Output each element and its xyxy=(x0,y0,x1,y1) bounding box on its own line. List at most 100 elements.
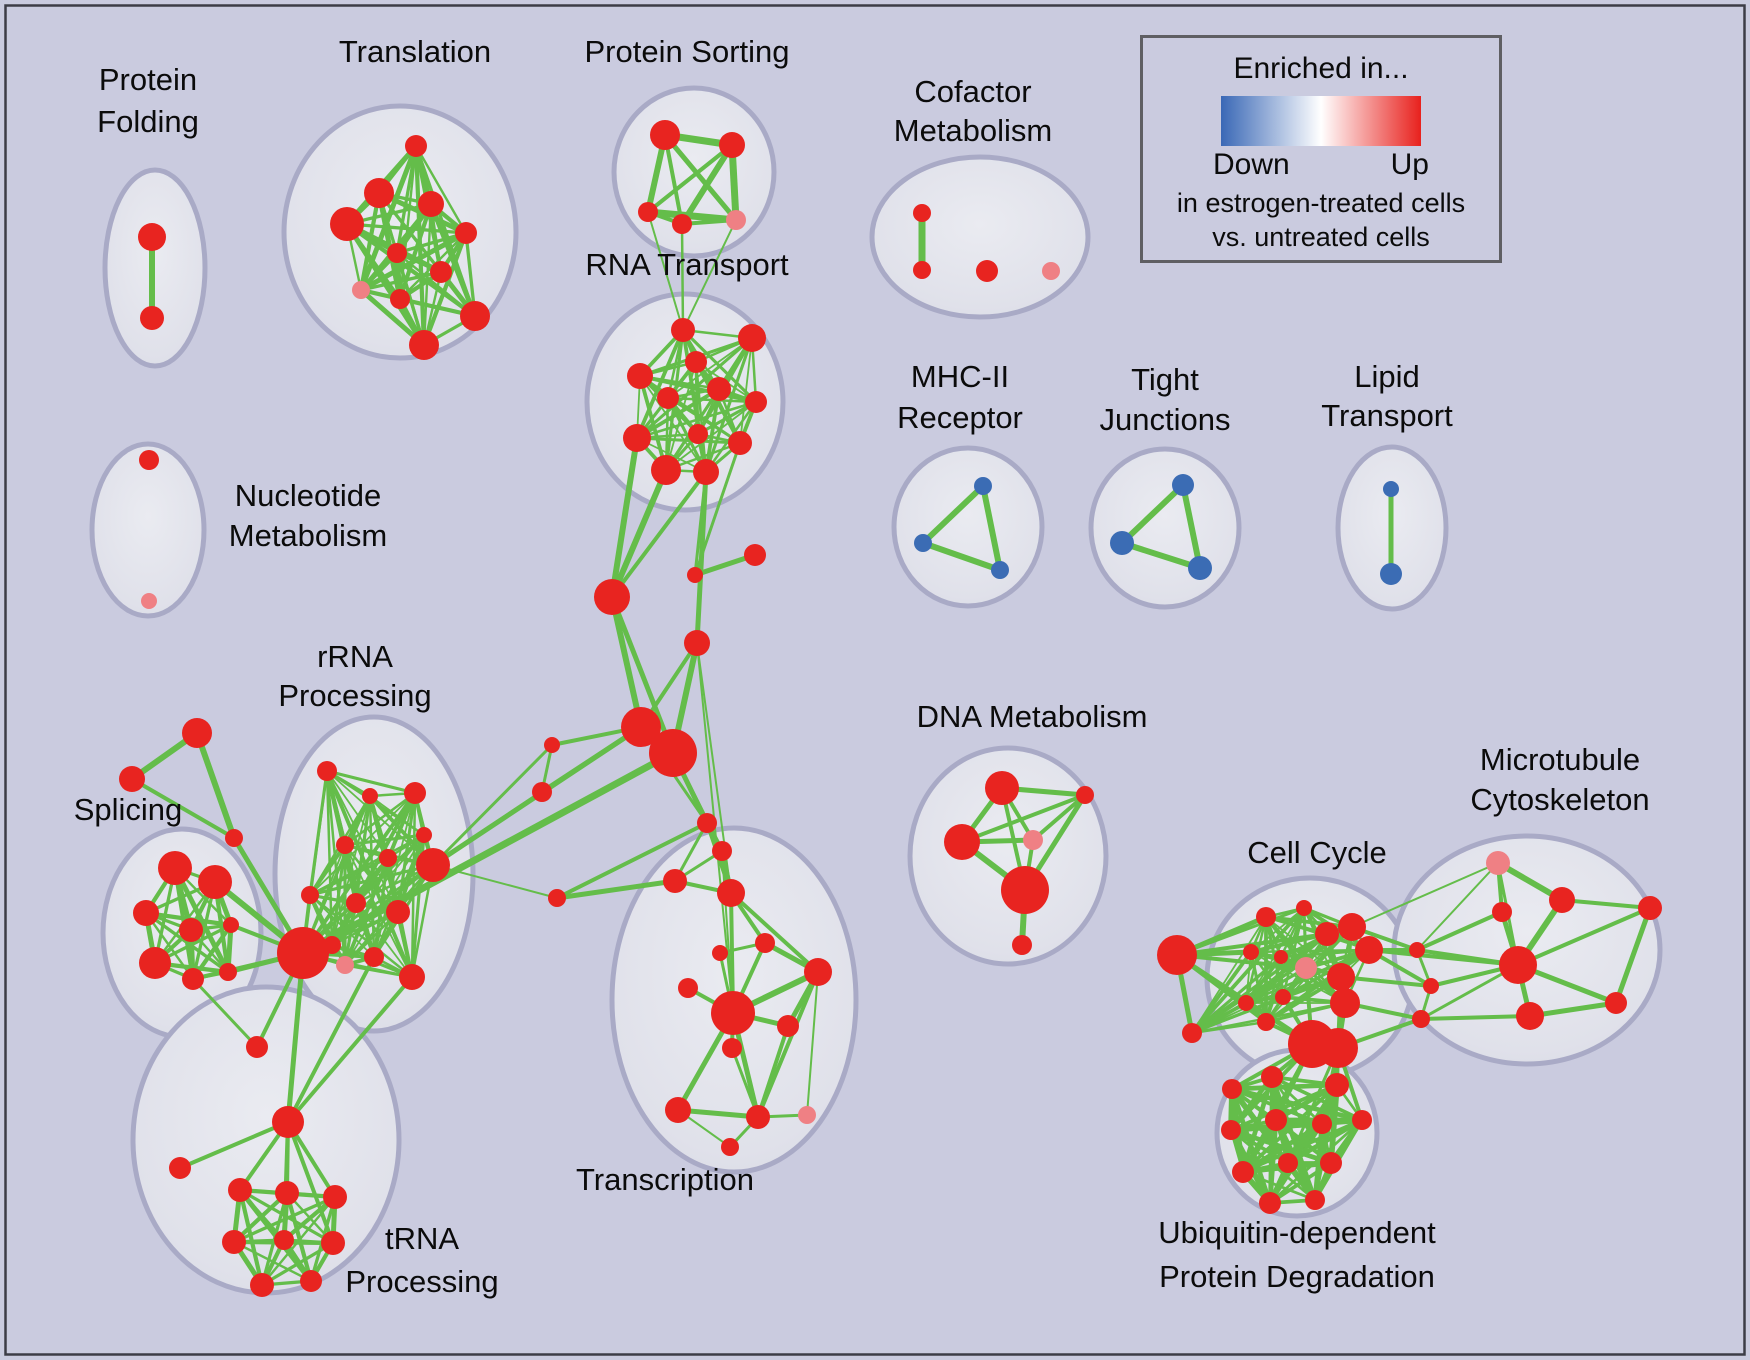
network-node xyxy=(1423,978,1439,994)
network-edge xyxy=(1419,1014,1532,1021)
network-node xyxy=(364,178,394,208)
network-node xyxy=(726,210,746,230)
network-node xyxy=(336,956,354,974)
cluster-label-lipid-transport: Transport xyxy=(1321,398,1453,433)
network-node xyxy=(330,207,364,241)
network-edge xyxy=(299,749,677,957)
legend-title: Enriched in... xyxy=(1233,52,1409,85)
network-edge xyxy=(1119,482,1186,546)
network-node xyxy=(416,848,450,882)
network-edge xyxy=(1175,906,1306,957)
network-edge xyxy=(646,143,734,214)
network-edge xyxy=(1241,1118,1364,1174)
network-node xyxy=(1275,989,1291,1005)
network-node xyxy=(362,788,378,804)
network-edge xyxy=(960,793,1087,844)
network-node xyxy=(430,261,452,283)
network-edge xyxy=(635,400,758,440)
network-edge xyxy=(610,470,708,599)
cluster-label-protein-folding: Folding xyxy=(97,104,199,139)
network-node xyxy=(1492,902,1512,922)
network-node xyxy=(119,766,145,792)
network-node xyxy=(139,947,171,979)
network-node xyxy=(390,289,410,309)
network-edge xyxy=(308,833,426,897)
network-node xyxy=(139,450,159,470)
network-edge xyxy=(756,1024,790,1119)
network-node xyxy=(665,1097,691,1123)
network-node xyxy=(717,879,745,907)
network-edge xyxy=(237,1187,265,1288)
network-node xyxy=(323,936,341,954)
network-edge xyxy=(1560,898,1652,910)
network-node xyxy=(1182,1023,1202,1043)
network-edge xyxy=(284,1190,314,1284)
network-edge xyxy=(635,328,685,440)
network-node xyxy=(707,377,731,401)
network-edge xyxy=(693,470,708,577)
network-node xyxy=(246,1036,268,1058)
network-edge xyxy=(609,594,644,730)
network-edge xyxy=(395,251,477,318)
legend-caption-line2: vs. untreated cells xyxy=(1212,222,1430,252)
network-edge xyxy=(920,483,986,546)
network-node xyxy=(321,1231,345,1255)
network-node xyxy=(697,813,717,833)
network-edge xyxy=(554,878,678,901)
network-edge xyxy=(1267,1117,1279,1206)
cluster-label-dna-metabolism: DNA Metabolism xyxy=(917,699,1148,734)
network-edge xyxy=(1190,995,1285,1035)
cluster-label-splicing: Splicing xyxy=(74,792,183,827)
network-node xyxy=(138,223,166,251)
network-edge xyxy=(1286,1046,1340,1165)
network-node xyxy=(719,132,745,158)
cluster-label-trna-processing: tRNA xyxy=(385,1221,459,1256)
network-edge xyxy=(647,211,684,331)
legend-caption-line1: in estrogen-treated cells xyxy=(1176,188,1466,218)
network-node xyxy=(405,135,427,157)
network-node xyxy=(222,1230,246,1254)
network-edge xyxy=(1119,540,1203,571)
network-edge xyxy=(1264,955,1283,1024)
network-edge xyxy=(431,790,544,867)
network-edge xyxy=(635,436,742,445)
network-node xyxy=(721,1138,739,1156)
network-edge xyxy=(638,374,758,404)
network-node xyxy=(386,900,410,924)
network-node xyxy=(399,964,425,990)
cluster-label-nucleotide-metabolism: Nucleotide xyxy=(235,478,381,513)
cluster-ellipse-tight-junctions xyxy=(1088,446,1242,610)
network-node xyxy=(722,1038,742,1058)
network-node xyxy=(323,1185,347,1209)
network-node xyxy=(1221,1120,1241,1140)
network-node xyxy=(133,900,159,926)
network-edge xyxy=(231,1190,290,1245)
network-node xyxy=(228,1178,252,1202)
network-node xyxy=(277,927,329,979)
network-node xyxy=(1605,992,1627,1014)
network-node xyxy=(728,431,752,455)
network-node xyxy=(1232,1161,1254,1183)
network-node xyxy=(623,424,651,452)
network-edge xyxy=(609,594,676,756)
network-node xyxy=(649,729,697,777)
network-node xyxy=(346,893,366,913)
network-edge xyxy=(410,791,417,979)
network-node xyxy=(1274,950,1288,964)
network-node xyxy=(169,1157,191,1179)
network-edge xyxy=(343,791,417,847)
network-edge xyxy=(421,230,469,348)
network-node xyxy=(387,243,407,263)
cluster-ellipse-mhc-ii-receptor xyxy=(891,445,1045,609)
cluster-label-mhc-ii-receptor: MHC-II xyxy=(911,359,1009,394)
network-node xyxy=(1383,481,1399,497)
network-edge xyxy=(680,222,685,332)
cluster-ellipse-cofactor-metabolism xyxy=(869,154,1091,320)
network-node xyxy=(544,737,560,753)
cluster-label-cell-cycle: Cell Cycle xyxy=(1247,835,1387,870)
network-edge xyxy=(730,1046,760,1119)
network-node xyxy=(991,561,1009,579)
network-node xyxy=(804,958,832,986)
